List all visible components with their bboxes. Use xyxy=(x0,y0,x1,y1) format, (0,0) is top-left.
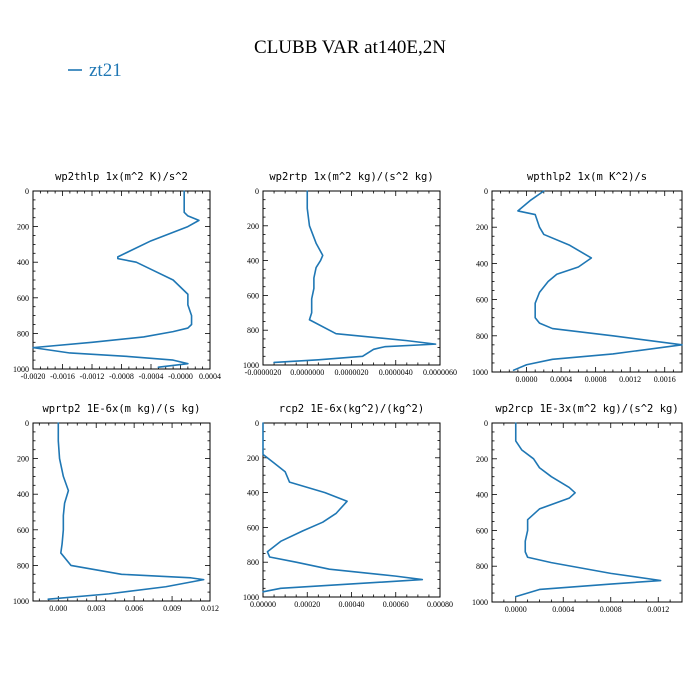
x-tick-label: 0.00060 xyxy=(383,600,409,609)
x-tick-label: 0.0000000 xyxy=(290,368,324,377)
y-tick-label: 400 xyxy=(476,259,488,268)
x-tick-label: 0.0008 xyxy=(600,605,622,614)
plot-frame xyxy=(491,422,683,603)
x-tick-label: -0.0000 xyxy=(168,372,193,381)
panels: wp2thlp 1x(m^2 K)/s^202004006008001000-0… xyxy=(13,171,683,614)
y-tick-label: 0 xyxy=(484,187,488,196)
y-tick-label: 600 xyxy=(17,526,29,535)
y-tick-label: 600 xyxy=(476,296,488,305)
y-tick-label: 0 xyxy=(255,187,259,196)
x-tick-label: 0.003 xyxy=(87,604,105,613)
y-tick-label: 0 xyxy=(484,419,488,428)
x-tick-label: 0.0012 xyxy=(619,375,641,384)
panel-4: wprtp2 1E-6x(m kg)/(s kg) 0 200 400 600 800 10… xyxy=(13,403,219,613)
y-tick-label: 1000 xyxy=(13,597,29,606)
series-line-zt21 xyxy=(514,422,662,598)
series-line-zt21 xyxy=(262,422,424,593)
series-line-zt21 xyxy=(32,190,200,369)
y-tick-label: 600 xyxy=(17,294,29,303)
panel-5: rcp2 1E-6x(kg^2)/(kg^2) 0 200 400 600 800 1000… xyxy=(243,403,453,609)
x-tick-label: 0.006 xyxy=(125,604,143,613)
y-tick-label: 800 xyxy=(17,329,29,338)
panel-3: wpthlp2 1x(m K^2)/s 0 200 400 600 800 1000 0.00… xyxy=(472,171,683,384)
y-tick-label: 800 xyxy=(476,332,488,341)
panel-title: wp2rtp 1x(m^2 kg)/(s^2 kg) xyxy=(269,171,433,183)
y-tick-label: 400 xyxy=(247,257,259,266)
plot-frame xyxy=(262,190,441,366)
y-tick-label: 200 xyxy=(17,223,29,232)
x-tick-label: 0.0012 xyxy=(647,605,669,614)
y-tick-label: 1000 xyxy=(472,368,488,377)
panel-1: wp2thlp 1x(m^2 K)/s^202004006008001000-0… xyxy=(13,171,221,381)
x-tick-label: -0.0020 xyxy=(21,372,46,381)
y-tick-label: 800 xyxy=(476,562,488,571)
x-tick-label: 0.0000 xyxy=(516,375,538,384)
y-tick-label: 1000 xyxy=(243,361,259,370)
y-tick-label: 600 xyxy=(247,291,259,300)
x-tick-label: 0.0000040 xyxy=(379,368,413,377)
plot-frame xyxy=(32,190,211,370)
y-tick-label: 1000 xyxy=(243,593,259,602)
panel-2: wp2rtp 1x(m^2 kg)/(s^2 kg) 0 200 400 600 800 1… xyxy=(243,171,457,377)
y-tick-label: 200 xyxy=(17,455,29,464)
y-tick-label: 600 xyxy=(247,523,259,532)
x-tick-label: 0.0016 xyxy=(654,375,676,384)
series-line-zt21 xyxy=(512,190,683,371)
y-tick-label: 800 xyxy=(247,558,259,567)
x-tick-label: 0.009 xyxy=(163,604,181,613)
x-tick-label: 0.00020 xyxy=(294,600,320,609)
y-tick-label: 200 xyxy=(476,223,488,232)
y-tick-label: 400 xyxy=(17,258,29,267)
plot-frame xyxy=(491,190,683,373)
x-tick-label: -0.0016 xyxy=(50,372,75,381)
x-tick-label: -0.0000020 xyxy=(245,368,282,377)
y-tick-label: 400 xyxy=(247,489,259,498)
series-line-zt21 xyxy=(273,190,437,364)
x-tick-label: -0.0008 xyxy=(109,372,134,381)
x-tick-label: 0.0000020 xyxy=(335,368,369,377)
x-tick-label: 0.0004 xyxy=(550,375,572,384)
legend: zt21 xyxy=(68,60,122,81)
y-tick-label: 1000 xyxy=(13,365,29,374)
x-tick-label: 0.000 xyxy=(49,604,67,613)
x-tick-label: 0.0008 xyxy=(585,375,607,384)
x-tick-label: 0.0004 xyxy=(199,372,221,381)
series-line-zt21 xyxy=(47,422,205,601)
y-tick-label: 200 xyxy=(247,454,259,463)
panel-title: wprtp2 1E-6x(m kg)/(s kg) xyxy=(42,403,200,415)
figure-title: CLUBB VAR at140E,2N xyxy=(254,37,446,58)
y-tick-label: 800 xyxy=(247,326,259,335)
x-tick-label: 0.00040 xyxy=(339,600,365,609)
y-tick-label: 200 xyxy=(247,222,259,231)
panel-title: wp2rcp 1E-3x(m^2 kg)/(s^2 kg) xyxy=(495,403,678,415)
y-tick-label: 0 xyxy=(25,419,29,428)
y-tick-label: 1000 xyxy=(472,598,488,607)
y-tick-label: 400 xyxy=(17,490,29,499)
y-tick-label: 200 xyxy=(476,455,488,464)
x-tick-label: 0.0004 xyxy=(552,605,574,614)
panel-title: rcp2 1E-6x(kg^2)/(kg^2) xyxy=(279,403,424,415)
x-tick-label: -0.0004 xyxy=(139,372,164,381)
x-tick-label: 0.00000 xyxy=(250,600,276,609)
x-tick-label: 0.0000060 xyxy=(423,368,457,377)
panel-title: wp2thlp 1x(m^2 K)/s^2 xyxy=(55,171,188,183)
panel-6: wp2rcp 1E-3x(m^2 kg)/(s^2 kg) 0 200 400 600 8… xyxy=(472,403,683,614)
x-tick-label: 0.012 xyxy=(201,604,219,613)
y-tick-label: 0 xyxy=(25,187,29,196)
y-tick-label: 400 xyxy=(476,491,488,500)
panel-title: wpthlp2 1x(m K^2)/s xyxy=(527,171,647,183)
y-tick-label: 600 xyxy=(476,526,488,535)
x-tick-label: -0.0012 xyxy=(80,372,105,381)
x-tick-label: 0.00080 xyxy=(427,600,453,609)
x-tick-label: 0.0000 xyxy=(505,605,527,614)
y-tick-label: 800 xyxy=(17,561,29,570)
y-tick-label: 0 xyxy=(255,419,259,428)
legend-label: zt21 xyxy=(89,60,122,81)
